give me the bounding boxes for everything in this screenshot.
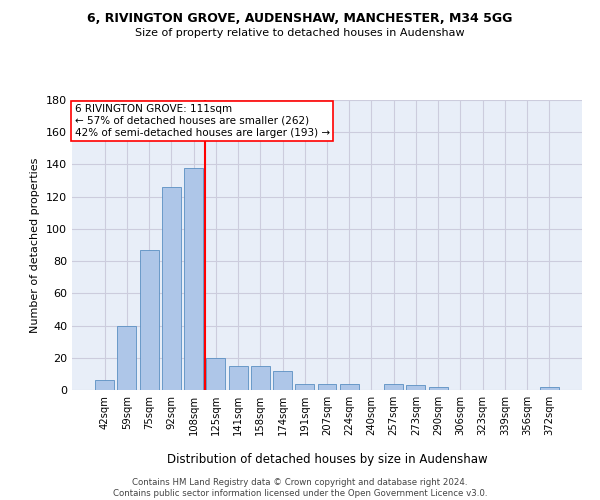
- Text: Distribution of detached houses by size in Audenshaw: Distribution of detached houses by size …: [167, 452, 487, 466]
- Text: Size of property relative to detached houses in Audenshaw: Size of property relative to detached ho…: [135, 28, 465, 38]
- Bar: [162, 187, 181, 390]
- Bar: [429, 387, 448, 390]
- Bar: [95, 380, 114, 390]
- Bar: [273, 370, 292, 390]
- Bar: [295, 384, 314, 390]
- Bar: [406, 385, 425, 390]
- Bar: [384, 384, 403, 390]
- Bar: [540, 387, 559, 390]
- Bar: [340, 384, 359, 390]
- Bar: [229, 366, 248, 390]
- Bar: [317, 384, 337, 390]
- Y-axis label: Number of detached properties: Number of detached properties: [31, 158, 40, 332]
- Bar: [251, 366, 270, 390]
- Bar: [184, 168, 203, 390]
- Bar: [118, 326, 136, 390]
- Text: 6 RIVINGTON GROVE: 111sqm
← 57% of detached houses are smaller (262)
42% of semi: 6 RIVINGTON GROVE: 111sqm ← 57% of detac…: [74, 104, 329, 138]
- Text: 6, RIVINGTON GROVE, AUDENSHAW, MANCHESTER, M34 5GG: 6, RIVINGTON GROVE, AUDENSHAW, MANCHESTE…: [88, 12, 512, 26]
- Bar: [206, 358, 225, 390]
- Bar: [140, 250, 158, 390]
- Text: Contains HM Land Registry data © Crown copyright and database right 2024.
Contai: Contains HM Land Registry data © Crown c…: [113, 478, 487, 498]
